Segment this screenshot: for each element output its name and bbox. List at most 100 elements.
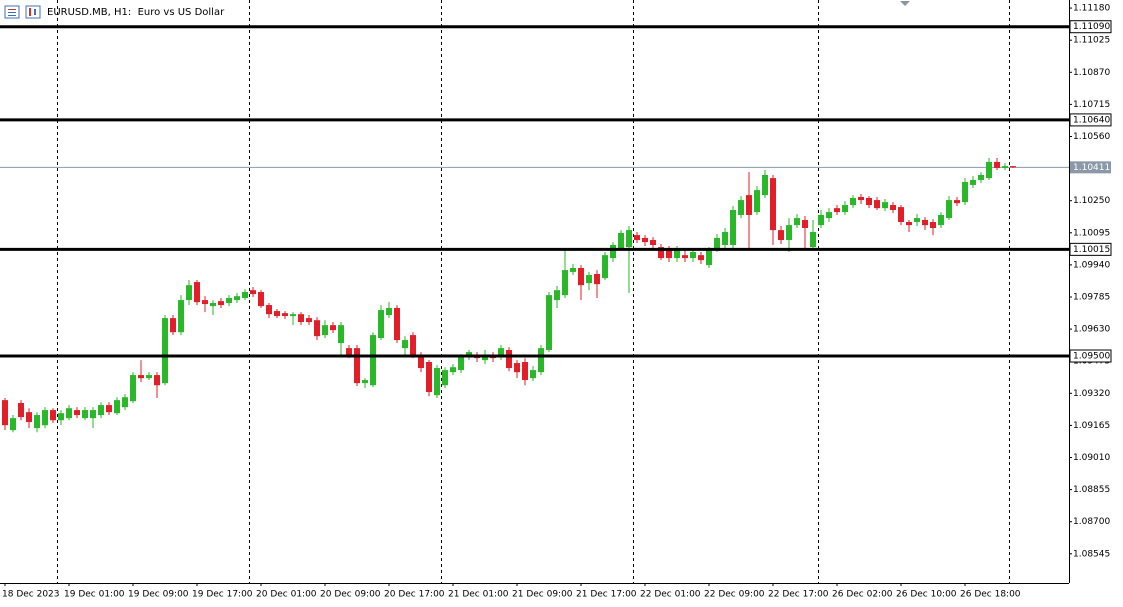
x-tick-label: 26 Dec 18:00 — [960, 590, 1021, 600]
candle-body — [666, 249, 672, 259]
candle-body — [298, 314, 304, 323]
candle-body — [882, 202, 888, 209]
level-label: 1.11090 — [1073, 22, 1110, 32]
x-tick-label: 18 Dec 2023 — [2, 590, 60, 600]
y-tick-label: 1.10715 — [1073, 100, 1110, 110]
candle-body — [442, 370, 448, 386]
x-tick-label: 19 Dec 01:00 — [64, 590, 125, 600]
candle-body — [2, 400, 8, 426]
candle-body — [738, 200, 744, 215]
x-tick-label: 22 Dec 01:00 — [640, 590, 701, 600]
candle-body — [242, 292, 248, 299]
level-label: 1.09500 — [1073, 352, 1110, 362]
candle-body — [962, 182, 968, 203]
y-tick-label: 1.08855 — [1073, 485, 1110, 495]
candle-body — [922, 219, 928, 226]
candle-body — [258, 292, 264, 307]
candle-body — [994, 161, 1000, 168]
x-tick-label: 19 Dec 17:00 — [192, 590, 253, 600]
level-label-box — [1069, 242, 1112, 256]
candle-body — [898, 207, 904, 223]
icon-chart[interactable] — [25, 5, 41, 19]
day-separators — [57, 0, 1010, 583]
candle-body — [98, 405, 104, 416]
x-tick-label: 26 Dec 02:00 — [832, 590, 893, 600]
x-tick-label: 19 Dec 09:00 — [128, 590, 189, 600]
y-tick-label: 1.09630 — [1073, 325, 1110, 335]
candle-body — [394, 307, 400, 341]
candle-body — [866, 197, 872, 206]
candle-body — [138, 375, 144, 379]
candle-body — [778, 230, 784, 241]
candle-body — [946, 200, 952, 219]
y-tick-label: 1.11180 — [1073, 4, 1110, 14]
candle-body — [506, 350, 512, 369]
shift-marker — [900, 1, 910, 6]
level-label-box — [1069, 20, 1112, 34]
candle-body — [370, 335, 376, 386]
candle-body — [386, 307, 392, 316]
candle-body — [82, 410, 88, 419]
candle-body — [42, 410, 48, 426]
candle-body — [122, 397, 128, 408]
toolbar-icons — [4, 5, 41, 19]
candle-body — [986, 161, 992, 179]
candle-body — [938, 214, 944, 226]
candle-body — [306, 318, 312, 323]
candle-body — [874, 200, 880, 209]
candle-body — [514, 363, 520, 373]
candle-body — [338, 325, 344, 343]
candle-body — [498, 348, 504, 356]
candle-body — [74, 410, 80, 416]
x-tick-label: 20 Dec 09:00 — [320, 590, 381, 600]
candle-body — [410, 335, 416, 356]
candle-body — [642, 237, 648, 243]
y-tick-label: 1.08700 — [1073, 517, 1110, 527]
level-label: 1.10015 — [1073, 245, 1110, 255]
candle-body — [930, 222, 936, 229]
candle-body — [58, 413, 64, 421]
candle-body — [178, 300, 184, 333]
candle-body — [202, 300, 208, 305]
x-tick-label: 22 Dec 09:00 — [704, 590, 765, 600]
candle-body — [226, 298, 232, 303]
candle-body — [346, 348, 352, 356]
candle-body — [466, 352, 472, 357]
candle-body — [218, 301, 224, 306]
candle-body — [826, 212, 832, 219]
candle-body — [106, 405, 112, 413]
candle-body — [90, 410, 96, 419]
candle-body — [354, 348, 360, 384]
candle-body — [618, 232, 624, 249]
candle-body — [626, 230, 632, 248]
candle-body — [610, 245, 616, 259]
candle-body — [282, 313, 288, 317]
y-tick-label: 1.09010 — [1073, 453, 1110, 463]
candle-body — [34, 415, 40, 429]
chart-title: EURUSD.MB, H1: Euro vs US Dollar — [47, 7, 225, 18]
y-tick-label: 1.10560 — [1073, 132, 1110, 142]
candle-body — [634, 235, 640, 241]
x-tick-label: 20 Dec 01:00 — [256, 590, 317, 600]
candle-body — [322, 325, 328, 336]
candle-body — [698, 255, 704, 261]
candle-body — [970, 179, 976, 185]
candle-body — [362, 380, 368, 384]
level-label-box — [1069, 113, 1112, 127]
current-price-label: 1.10411 — [1073, 163, 1110, 173]
candle-body — [570, 267, 576, 272]
candle-body — [434, 368, 440, 396]
candle-body — [602, 255, 608, 279]
candle-body — [530, 370, 536, 379]
candle-body — [1010, 166, 1016, 168]
x-tick-label: 20 Dec 17:00 — [384, 590, 445, 600]
level-label-box — [1069, 349, 1112, 363]
candle-body — [706, 249, 712, 266]
candle-body — [546, 295, 552, 351]
candle-body — [562, 270, 568, 296]
y-tick-label: 1.11025 — [1073, 36, 1110, 46]
candle-body — [954, 200, 960, 204]
